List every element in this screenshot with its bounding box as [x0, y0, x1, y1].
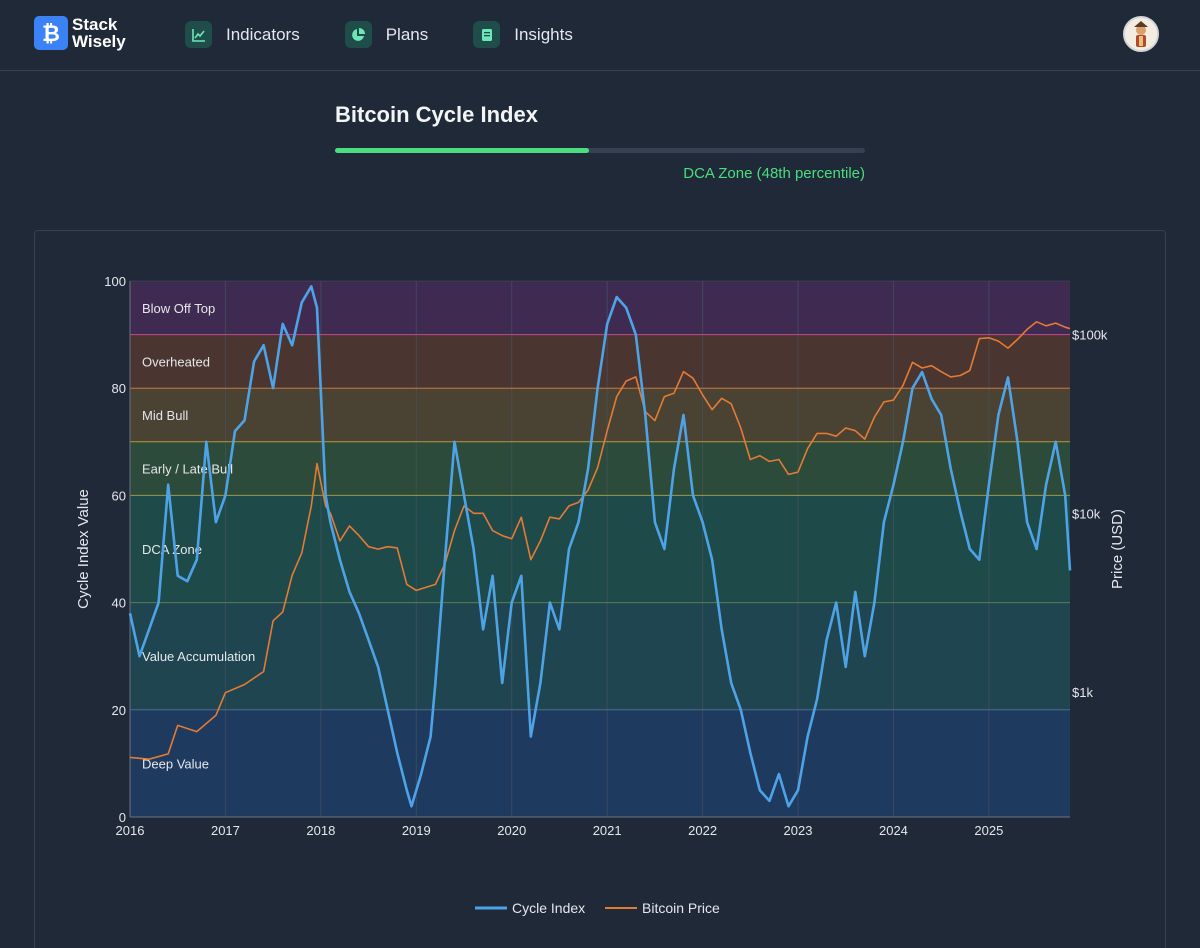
- percentile-progress-bar: [335, 148, 865, 153]
- y-tick-label-3: 60: [112, 488, 126, 503]
- y-tick-label-1: 20: [112, 703, 126, 718]
- bitcoin-logo-icon: ₿: [34, 16, 68, 50]
- brand-logo[interactable]: ₿ Stack Wisely: [34, 16, 126, 50]
- y-axis-title: Cycle Index Value: [75, 489, 92, 609]
- x-tick-label-2: 2018: [306, 823, 335, 838]
- y-tick-label-2: 40: [112, 596, 126, 611]
- zone-label-4: Mid Bull: [142, 408, 188, 423]
- nav-label-insights: Insights: [514, 24, 573, 44]
- y-tick-label-0: 0: [119, 810, 126, 825]
- brand-name: Stack Wisely: [72, 16, 126, 50]
- nav-item-insights[interactable]: Insights: [473, 21, 573, 48]
- top-navbar: ₿ Stack Wisely Indicators: [0, 0, 1200, 71]
- x-tick-label-4: 2020: [497, 823, 526, 838]
- zone-band-1: [130, 602, 1070, 710]
- zone-band-2: [130, 495, 1070, 603]
- nav-item-indicators[interactable]: Indicators: [185, 21, 300, 48]
- y2-tick-label-0: $1k: [1072, 685, 1093, 700]
- nav-label-indicators: Indicators: [226, 24, 300, 44]
- zone-band-0: [130, 709, 1070, 817]
- y-tick-label-4: 80: [112, 381, 126, 396]
- zone-label-0: Deep Value: [142, 756, 209, 771]
- line-chart-icon: [185, 21, 212, 48]
- legend-label-bitcoin-price: Bitcoin Price: [642, 900, 720, 916]
- zone-label-1: Value Accumulation: [142, 649, 255, 664]
- x-tick-label-5: 2021: [593, 823, 622, 838]
- svg-text:₿: ₿: [42, 21, 60, 45]
- zone-label-5: Overheated: [142, 354, 210, 369]
- zone-band-4: [130, 388, 1070, 442]
- y2-tick-label-1: $10k: [1072, 506, 1101, 521]
- zone-band-3: [130, 441, 1070, 496]
- user-avatar[interactable]: [1123, 16, 1159, 52]
- y2-axis-title: Price (USD): [1109, 509, 1126, 589]
- y2-tick-label-2: $100k: [1072, 328, 1108, 343]
- brand-name-line2: Wisely: [72, 32, 126, 51]
- x-tick-label-7: 2023: [784, 823, 813, 838]
- legend-label-cycle-index: Cycle Index: [512, 900, 585, 916]
- zone-band-6: [130, 281, 1070, 335]
- cycle-index-chart[interactable]: Deep Value Value Accumulation DCA Zone Earl…: [35, 231, 1167, 947]
- main-nav: Indicators Plans Insights: [185, 21, 618, 48]
- nav-label-plans: Plans: [385, 24, 429, 44]
- brand-name-line1: Stack: [72, 15, 118, 34]
- nav-item-plans[interactable]: Plans: [344, 21, 429, 48]
- pie-chart-icon: [344, 21, 372, 48]
- book-icon: [473, 21, 501, 48]
- x-tick-label-3: 2019: [402, 823, 431, 838]
- x-tick-label-9: 2025: [974, 823, 1003, 838]
- x-tick-label-6: 2022: [688, 823, 717, 838]
- x-tick-label-8: 2024: [879, 823, 908, 838]
- page-title: Bitcoin Cycle Index: [335, 102, 538, 127]
- chart-card: Deep Value Value Accumulation DCA Zone Earl…: [34, 230, 1166, 948]
- zone-label-6: Blow Off Top: [142, 301, 215, 316]
- zone-status-label: DCA Zone (48th percentile): [683, 165, 865, 182]
- zone-label-3: Early / Late Bull: [142, 462, 233, 477]
- x-tick-label-1: 2017: [211, 823, 240, 838]
- series-line-cycle-index: [128, 285, 1072, 808]
- zone-label-2: DCA Zone: [142, 542, 202, 557]
- x-tick-label-0: 2016: [116, 823, 145, 838]
- percentile-progress-fill: [335, 148, 590, 153]
- y-tick-label-5: 100: [104, 274, 126, 289]
